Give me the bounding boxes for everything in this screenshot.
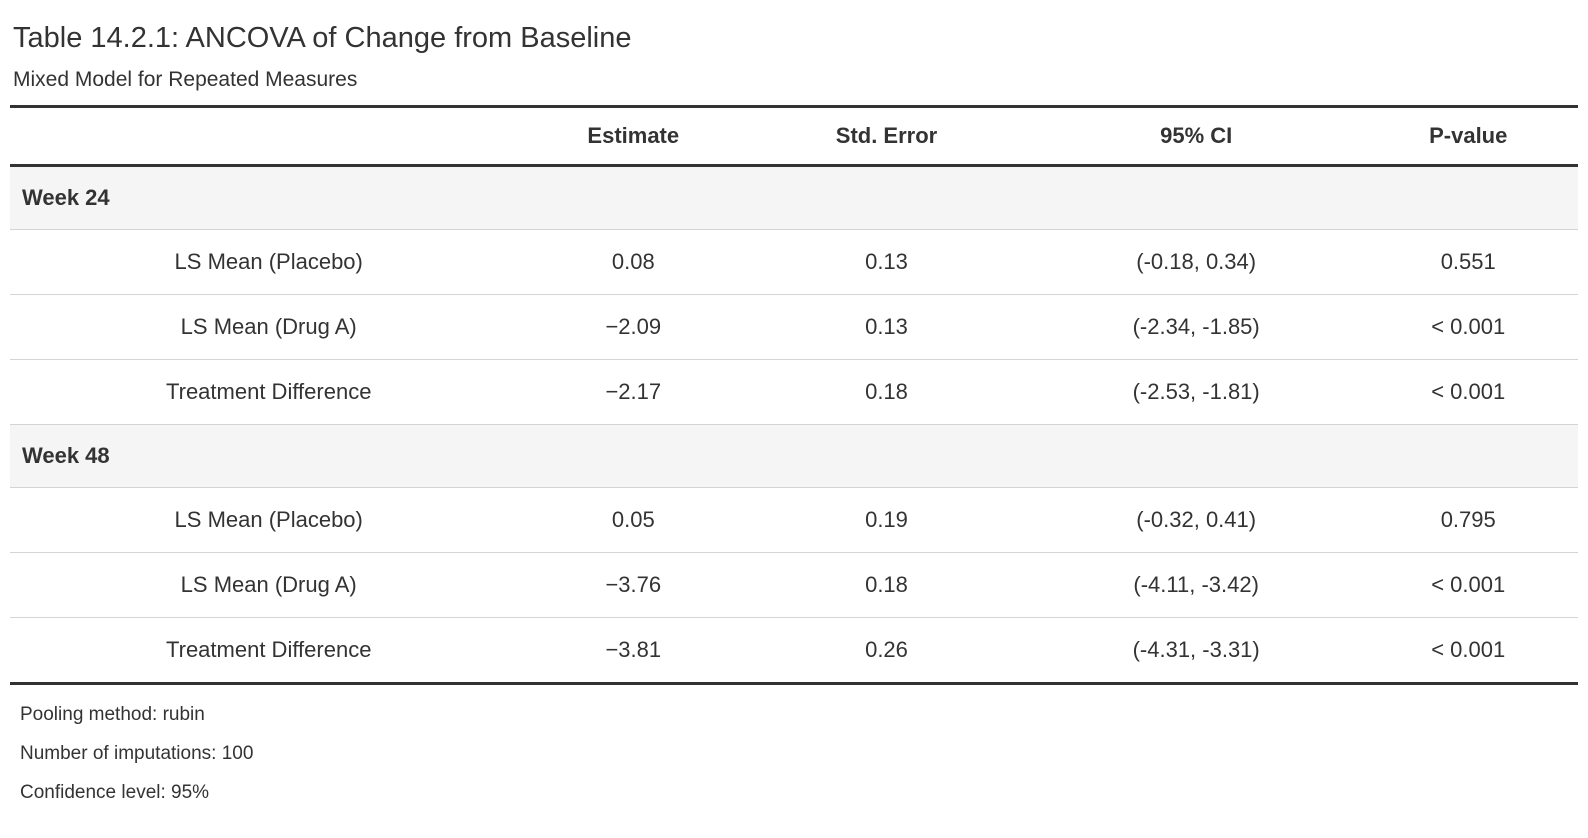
table-row: LS Mean (Placebo) 0.05 0.19 (-0.32, 0.41…	[10, 487, 1578, 553]
table-subtitle: Mixed Model for Repeated Measures	[13, 68, 358, 91]
p-value-cell: < 0.001	[1358, 617, 1578, 684]
table-row: LS Mean (Placebo) 0.08 0.13 (-0.18, 0.34…	[10, 229, 1578, 295]
ancova-table: Estimate Std. Error 95% CI P-value Week …	[10, 105, 1578, 685]
ci-cell: (-2.34, -1.85)	[1033, 294, 1359, 360]
table-body: Week 24 LS Mean (Placebo) 0.08 0.13 (-0.…	[10, 165, 1578, 684]
std-error-cell: 0.13	[739, 229, 1034, 295]
estimate-cell: −3.81	[527, 617, 740, 684]
column-header-stub	[10, 106, 528, 167]
std-error-cell: 0.18	[739, 359, 1034, 425]
p-value-cell: 0.551	[1358, 229, 1578, 295]
column-header-ci: 95% CI	[1033, 106, 1359, 167]
ci-cell: (-4.11, -3.42)	[1033, 552, 1359, 618]
table-title: Table 14.2.1: ANCOVA of Change from Base…	[13, 22, 632, 54]
p-value-cell: < 0.001	[1358, 294, 1578, 360]
ci-cell: (-0.32, 0.41)	[1033, 487, 1359, 553]
table-row: Treatment Difference −3.81 0.26 (-4.31, …	[10, 617, 1578, 684]
row-label: LS Mean (Drug A)	[10, 552, 528, 618]
p-value-cell: < 0.001	[1358, 552, 1578, 618]
estimate-cell: 0.05	[527, 487, 740, 553]
column-header-std-error: Std. Error	[739, 106, 1034, 167]
row-label: Treatment Difference	[10, 617, 528, 684]
table-row: Treatment Difference −2.17 0.18 (-2.53, …	[10, 359, 1578, 425]
std-error-cell: 0.26	[739, 617, 1034, 684]
std-error-cell: 0.19	[739, 487, 1034, 553]
group-label: Week 48	[10, 424, 1578, 488]
estimate-cell: −2.09	[527, 294, 740, 360]
row-label: LS Mean (Placebo)	[10, 229, 528, 295]
estimate-cell: −3.76	[527, 552, 740, 618]
p-value-cell: 0.795	[1358, 487, 1578, 553]
header-row: Estimate Std. Error 95% CI P-value	[10, 106, 1578, 167]
table-row: LS Mean (Drug A) −3.76 0.18 (-4.11, -3.4…	[10, 552, 1578, 618]
page: Table 14.2.1: ANCOVA of Change from Base…	[10, 22, 1578, 812]
group-label: Week 24	[10, 165, 1578, 230]
table-row: LS Mean (Drug A) −2.09 0.13 (-2.34, -1.8…	[10, 294, 1578, 360]
ci-cell: (-4.31, -3.31)	[1033, 617, 1359, 684]
std-error-cell: 0.13	[739, 294, 1034, 360]
table-header: Estimate Std. Error 95% CI P-value	[10, 106, 1578, 167]
footnote-pooling-method: Pooling method: rubin	[20, 704, 205, 725]
column-header-p-value: P-value	[1358, 106, 1578, 167]
row-label: Treatment Difference	[10, 359, 528, 425]
row-label: LS Mean (Drug A)	[10, 294, 528, 360]
estimate-cell: −2.17	[527, 359, 740, 425]
group-row-week-24: Week 24	[10, 165, 1578, 230]
group-row-week-48: Week 48	[10, 424, 1578, 488]
footnote-confidence-level: Confidence level: 95%	[20, 782, 210, 803]
estimate-cell: 0.08	[527, 229, 740, 295]
ci-cell: (-0.18, 0.34)	[1033, 229, 1359, 295]
column-header-estimate: Estimate	[527, 106, 740, 167]
ci-cell: (-2.53, -1.81)	[1033, 359, 1359, 425]
p-value-cell: < 0.001	[1358, 359, 1578, 425]
row-label: LS Mean (Placebo)	[10, 487, 528, 553]
std-error-cell: 0.18	[739, 552, 1034, 618]
footnotes: Pooling method: rubin Number of imputati…	[10, 685, 1578, 812]
footnote-imputations: Number of imputations: 100	[20, 743, 254, 764]
